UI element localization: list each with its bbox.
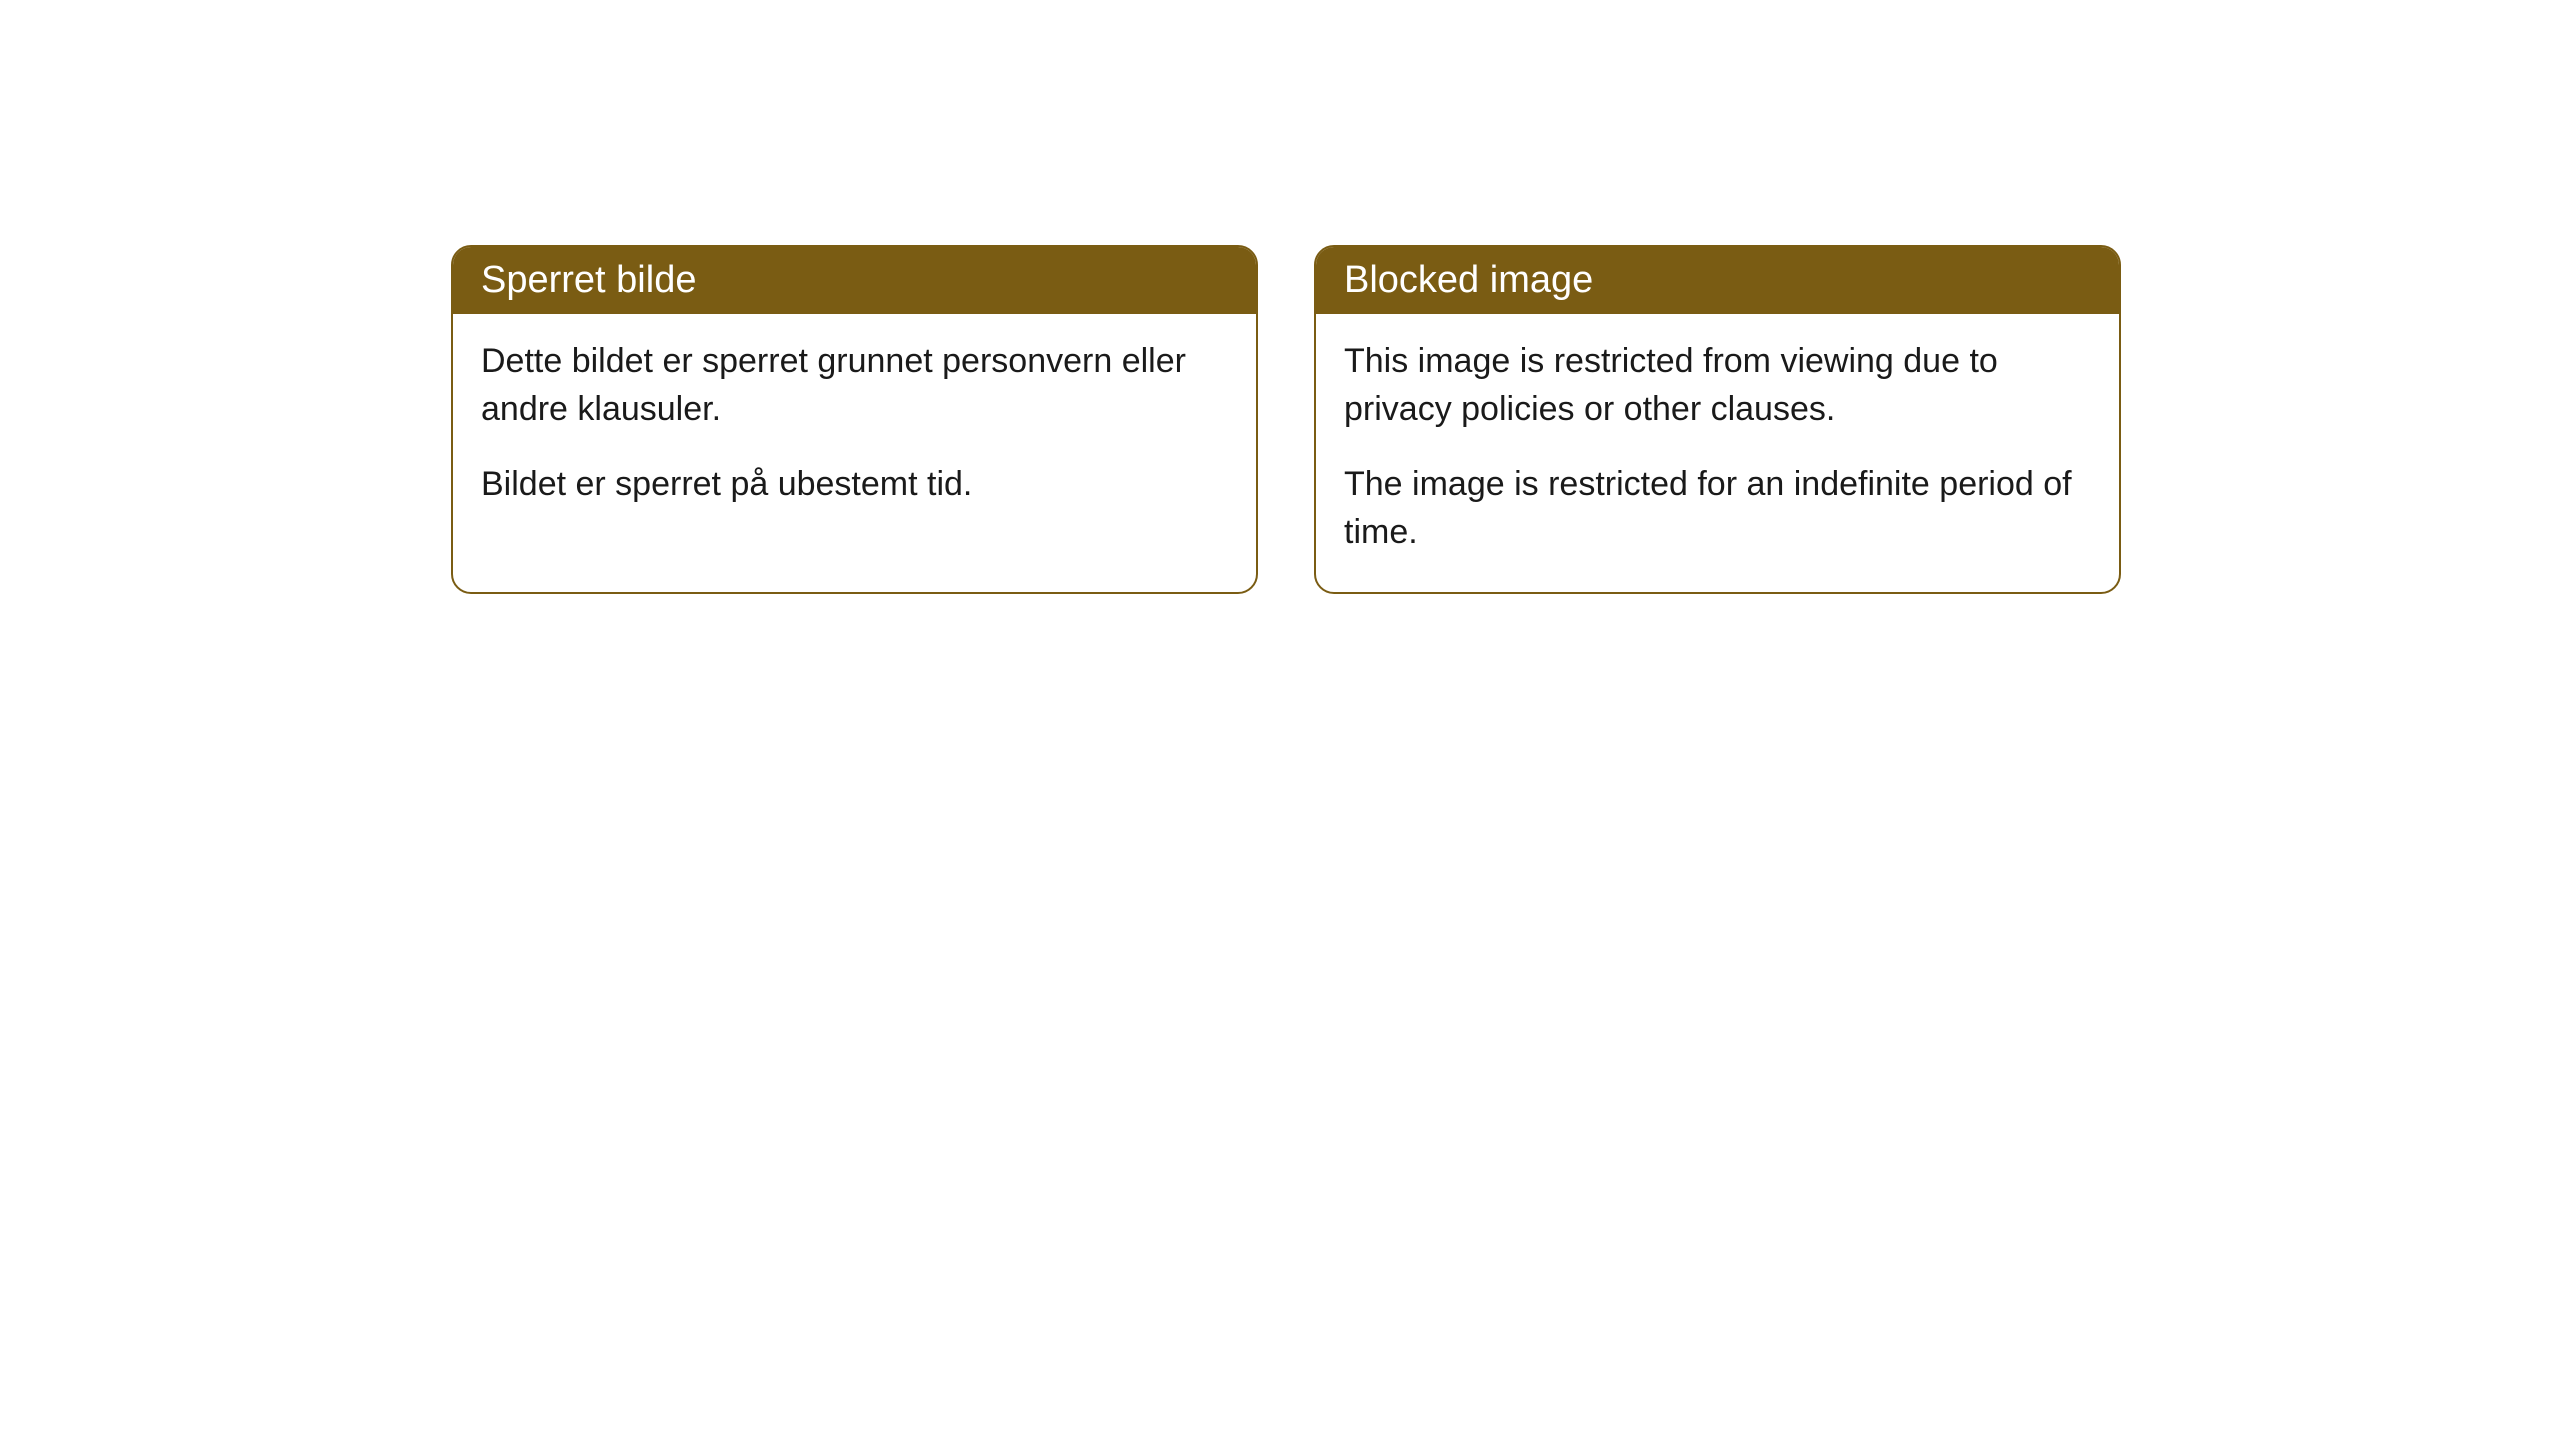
card-body: This image is restricted from viewing du… — [1316, 314, 2119, 592]
card-paragraph: The image is restricted for an indefinit… — [1344, 461, 2091, 556]
notice-card-english: Blocked image This image is restricted f… — [1314, 245, 2121, 594]
card-title: Sperret bilde — [453, 247, 1256, 314]
notice-card-norwegian: Sperret bilde Dette bildet er sperret gr… — [451, 245, 1258, 594]
card-paragraph: Bildet er sperret på ubestemt tid. — [481, 461, 1228, 509]
card-paragraph: This image is restricted from viewing du… — [1344, 338, 2091, 433]
notice-container: Sperret bilde Dette bildet er sperret gr… — [451, 245, 2121, 594]
card-title: Blocked image — [1316, 247, 2119, 314]
card-paragraph: Dette bildet er sperret grunnet personve… — [481, 338, 1228, 433]
card-body: Dette bildet er sperret grunnet personve… — [453, 314, 1256, 545]
